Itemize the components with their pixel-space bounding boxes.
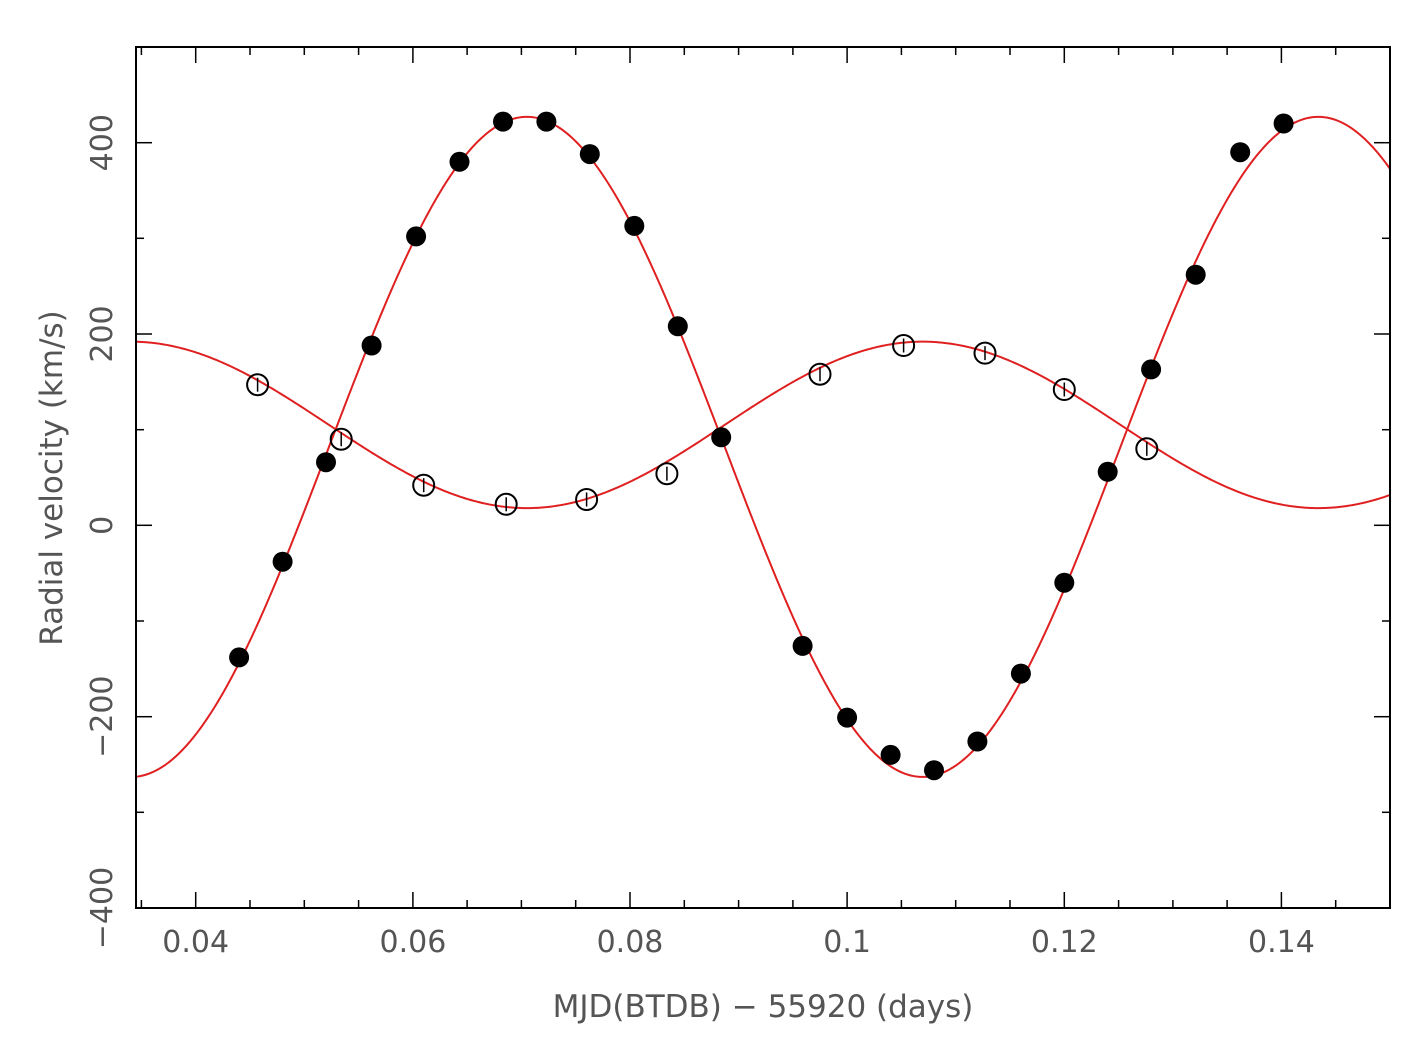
open-point-11 [1135,437,1159,461]
filled-point-2 [272,551,293,572]
x-tick-label: 0.12 [1031,925,1098,960]
open-point-10 [1052,378,1076,401]
filled-point-13 [792,635,813,656]
open-point-7 [808,362,832,386]
y-tick-label: 200 [85,305,120,362]
x-tick-label: 0.1 [823,925,871,960]
open-point-8 [892,334,916,357]
x-axis-label: MJD(BTDB) − 55920 (days) [553,989,974,1025]
filled-point-15 [880,744,901,765]
y-axis-label: Radial velocity (km/s) [34,310,70,646]
filled-point-9 [579,144,600,165]
open-point-3 [412,473,436,497]
filled-point-21 [1141,359,1162,380]
open-point-1 [246,373,270,397]
fit-curves [135,115,1391,778]
filled-point-24 [1273,113,1294,134]
y-tick-label: −400 [85,867,120,949]
filled-point-7 [493,111,513,132]
x-tick-labels: 0.04 0.06 0.08 0.1 0.12 0.14 [162,925,1314,960]
filled-point-4 [361,335,382,356]
y-tick-labels: −400 −200 0 200 400 [85,114,120,949]
x-tick-label: 0.06 [380,925,447,960]
y-tick-label: 400 [85,114,120,171]
plot-frame [135,46,1391,909]
filled-point-18 [1010,663,1031,684]
data-points [229,111,1294,781]
filled-point-1 [229,647,250,668]
x-tick-label: 0.08 [597,925,664,960]
x-tick-label: 0.04 [162,925,229,960]
x-tick-label: 0.14 [1248,925,1315,960]
filled-point-3 [316,452,336,473]
filled-point-16 [924,760,944,781]
open-point-4 [494,492,518,516]
open-point-5 [575,488,599,511]
filled-point-12 [711,427,732,448]
fit-curve-1 [135,115,1391,778]
filled-point-8 [536,111,557,132]
filled-point-20 [1097,461,1118,482]
filled-point-10 [624,215,645,236]
filled-point-5 [406,226,427,247]
filled-point-14 [837,707,858,728]
open-point-9 [973,341,997,365]
open-point-2 [329,427,353,451]
filled-point-11 [667,316,688,337]
filled-point-22 [1185,264,1206,285]
open-point-6 [655,462,679,486]
filled-point-19 [1054,572,1075,593]
y-tick-label: 0 [85,516,120,535]
filled-point-17 [967,731,988,752]
filled-point-23 [1230,142,1251,163]
fit-curve-2 [135,340,1391,510]
filled-point-6 [449,151,470,172]
y-tick-label: −200 [85,675,120,757]
axis-ticks [136,46,1391,909]
